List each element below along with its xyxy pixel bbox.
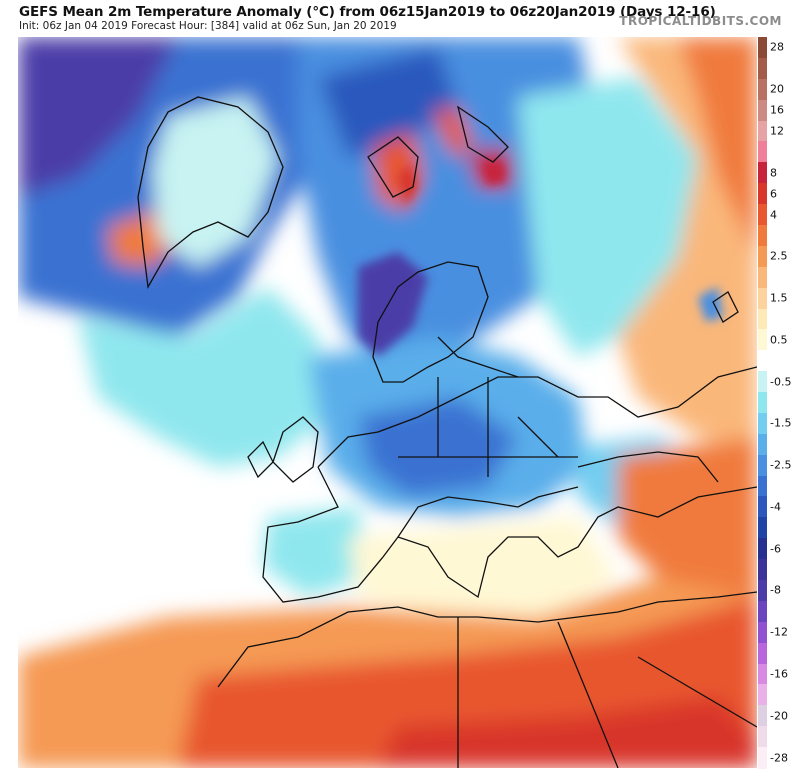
- colorbar-bin: [758, 642, 767, 665]
- colorbar-bin: [758, 350, 767, 372]
- colorbar-bin: [758, 600, 767, 623]
- colorbar-tick-label: 0.5: [770, 333, 788, 347]
- colorbar-bin: [758, 266, 767, 289]
- colorbar-tick-label: 8: [770, 166, 777, 180]
- colorbar-bin: [758, 329, 767, 351]
- colorbar-tick-label: -1.5: [770, 416, 792, 430]
- colorbar-tick-label: -8: [770, 583, 781, 597]
- colorbar-tick-label: -4: [770, 500, 781, 514]
- colorbar-bin: [758, 747, 767, 769]
- colorbar-bin: [758, 37, 767, 59]
- colorbar-bin: [758, 621, 767, 644]
- colorbar-tick-label: -2.5: [770, 458, 792, 472]
- coastlines: [137, 96, 757, 768]
- colorbar-bin: [758, 726, 767, 748]
- colorbar-bin: [758, 204, 767, 226]
- colorbar-tick-label: 12: [770, 124, 784, 138]
- colorbar-tick-label: 6: [770, 187, 777, 201]
- colorbar-tick-label: 16: [770, 103, 784, 117]
- colorbar-bin: [758, 580, 767, 602]
- colorbar-bin: [758, 392, 767, 414]
- map-title: GEFS Mean 2m Temperature Anomaly (°C) fr…: [19, 4, 716, 20]
- colorbar-bin: [758, 183, 767, 205]
- colorbar-bin: [758, 78, 767, 101]
- header: GEFS Mean 2m Temperature Anomaly (°C) fr…: [0, 0, 800, 36]
- colorbar-bin: [758, 475, 767, 498]
- colorbar-bin: [758, 663, 767, 686]
- colorbar-bin: [758, 684, 767, 706]
- anomaly-map: [18, 37, 757, 768]
- colorbar-bin: [758, 224, 767, 247]
- colorbar-bin: [758, 99, 767, 122]
- colorbar: 28 20 16 12 8 6 4 2.5 1.5 0.5 -0.5 -1.5 -2.5 -4 -6 -8 -1…: [758, 37, 800, 769]
- map-canvas: [18, 37, 757, 768]
- colorbar-tick-label: -28: [770, 751, 788, 765]
- colorbar-tick-label: -16: [770, 667, 788, 681]
- colorbar-bin: [758, 120, 767, 143]
- colorbar-tick-label: 28: [770, 40, 784, 54]
- colorbar-bin: [758, 705, 767, 727]
- colorbar-bin: [758, 141, 767, 163]
- colorbar-tick-label: -6: [770, 542, 781, 556]
- colorbar-tick-label: -12: [770, 625, 788, 639]
- colorbar-tick-label: 1.5: [770, 291, 788, 305]
- colorbar-bin: [758, 559, 767, 581]
- colorbar-bin: [758, 517, 767, 539]
- colorbar-bin: [758, 538, 767, 560]
- colorbar-tick-label: 4: [770, 208, 777, 222]
- colorbar-bin: [758, 454, 767, 477]
- colorbar-tick-label: 20: [770, 82, 784, 96]
- colorbar-bin: [758, 433, 767, 456]
- colorbar-bin: [758, 287, 767, 310]
- colorbar-bin: [758, 162, 767, 184]
- map-subtitle: Init: 06z Jan 04 2019 Forecast Hour: [38…: [19, 20, 397, 32]
- brand-watermark: TROPICALTIDBITS.COM: [619, 14, 782, 28]
- colorbar-tick-label: -20: [770, 709, 788, 723]
- colorbar-bin: [758, 308, 767, 330]
- colorbar-bin: [758, 496, 767, 518]
- colorbar-bin: [758, 412, 767, 435]
- colorbar-bin: [758, 371, 767, 393]
- colorbar-bin: [758, 245, 767, 268]
- colorbar-bin: [758, 57, 767, 80]
- colorbar-tick-label: 2.5: [770, 249, 788, 263]
- colorbar-tick-label: -0.5: [770, 375, 792, 389]
